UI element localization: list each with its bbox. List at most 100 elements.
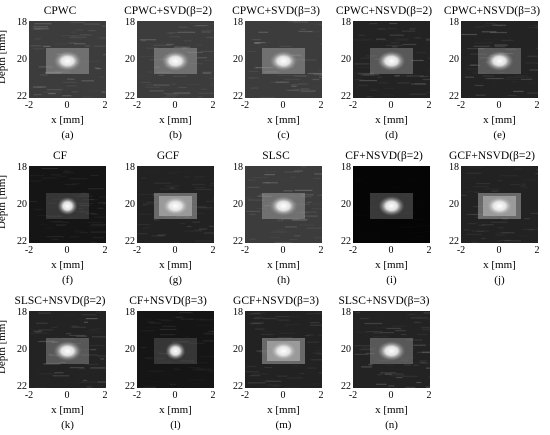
panel-caption: (a) — [29, 129, 106, 141]
panel-image — [353, 166, 430, 243]
x-tick-label: 0 — [60, 246, 74, 256]
y-tick-label: 20 — [14, 55, 27, 65]
x-tick-label: 0 — [168, 101, 182, 111]
y-tick-label: 18 — [122, 163, 135, 173]
x-tick-label: 0 — [276, 391, 290, 401]
panel-caption: (m) — [245, 419, 322, 431]
x-axis-label: x [mm] — [245, 404, 322, 416]
panel-image — [245, 166, 322, 243]
x-tick-label: -2 — [238, 246, 252, 256]
y-axis-label: Depth [mm] — [0, 307, 8, 387]
y-tick-label: 18 — [122, 18, 135, 28]
x-tick-label: -2 — [346, 101, 360, 111]
x-tick-label: -2 — [22, 246, 36, 256]
y-tick-label: 20 — [338, 345, 351, 355]
x-tick-label: 0 — [384, 101, 398, 111]
y-tick-label: 18 — [14, 308, 27, 318]
x-axis-label: x [mm] — [29, 404, 106, 416]
y-tick-label: 18 — [446, 18, 459, 28]
x-tick-label: 0 — [276, 101, 290, 111]
x-tick-label: -2 — [130, 391, 144, 401]
x-tick-label: 2 — [530, 101, 544, 111]
x-tick-label: -2 — [346, 391, 360, 401]
x-tick-label: 0 — [60, 101, 74, 111]
y-tick-label: 20 — [230, 55, 243, 65]
panel-image — [245, 311, 322, 388]
x-axis-label: x [mm] — [29, 259, 106, 271]
panel-caption: (i) — [353, 274, 430, 286]
y-tick-label: 20 — [122, 200, 135, 210]
panel-caption: (h) — [245, 274, 322, 286]
x-axis-label: x [mm] — [137, 114, 214, 126]
panel-image — [353, 311, 430, 388]
y-tick-label: 20 — [230, 200, 243, 210]
panel-caption: (f) — [29, 274, 106, 286]
panel-caption: (e) — [461, 129, 538, 141]
x-tick-label: -2 — [130, 101, 144, 111]
y-axis-label: Depth [mm] — [0, 17, 8, 97]
panel-image — [245, 21, 322, 98]
x-tick-label: -2 — [22, 101, 36, 111]
y-tick-label: 20 — [338, 55, 351, 65]
y-tick-label: 18 — [338, 308, 351, 318]
y-tick-label: 20 — [14, 200, 27, 210]
x-tick-label: 0 — [384, 246, 398, 256]
x-axis-label: x [mm] — [353, 404, 430, 416]
x-axis-label: x [mm] — [29, 114, 106, 126]
panel-image — [137, 21, 214, 98]
x-tick-label: 0 — [60, 391, 74, 401]
y-tick-label: 20 — [122, 55, 135, 65]
x-axis-label: x [mm] — [245, 259, 322, 271]
panel-caption: (n) — [353, 419, 430, 431]
panel-image — [461, 21, 538, 98]
panel-image — [137, 166, 214, 243]
panel-image — [353, 21, 430, 98]
x-tick-label: 0 — [168, 391, 182, 401]
y-tick-label: 20 — [446, 200, 459, 210]
panel-image — [461, 166, 538, 243]
x-tick-label: -2 — [346, 246, 360, 256]
x-tick-label: 0 — [492, 101, 506, 111]
y-tick-label: 18 — [338, 18, 351, 28]
x-tick-label: -2 — [130, 246, 144, 256]
y-tick-label: 18 — [446, 163, 459, 173]
x-axis-label: x [mm] — [461, 114, 538, 126]
y-tick-label: 18 — [230, 163, 243, 173]
x-tick-label: 0 — [168, 246, 182, 256]
panel-image — [29, 311, 106, 388]
x-axis-label: x [mm] — [353, 259, 430, 271]
y-tick-label: 20 — [338, 200, 351, 210]
panel-caption: (c) — [245, 129, 322, 141]
panel-caption: (g) — [137, 274, 214, 286]
x-axis-label: x [mm] — [461, 259, 538, 271]
y-tick-label: 18 — [230, 18, 243, 28]
x-tick-label: 0 — [276, 246, 290, 256]
y-tick-label: 20 — [230, 345, 243, 355]
x-tick-label: 0 — [384, 391, 398, 401]
y-tick-label: 18 — [230, 308, 243, 318]
y-tick-label: 18 — [338, 163, 351, 173]
y-axis-label: Depth [mm] — [0, 162, 8, 242]
x-axis-label: x [mm] — [137, 259, 214, 271]
x-axis-label: x [mm] — [245, 114, 322, 126]
y-tick-label: 20 — [14, 345, 27, 355]
y-tick-label: 18 — [14, 163, 27, 173]
panel-image — [137, 311, 214, 388]
x-tick-label: -2 — [238, 391, 252, 401]
panel-image — [29, 166, 106, 243]
y-tick-label: 18 — [14, 18, 27, 28]
panel-caption: (b) — [137, 129, 214, 141]
y-tick-label: 18 — [122, 308, 135, 318]
x-tick-label: -2 — [22, 391, 36, 401]
